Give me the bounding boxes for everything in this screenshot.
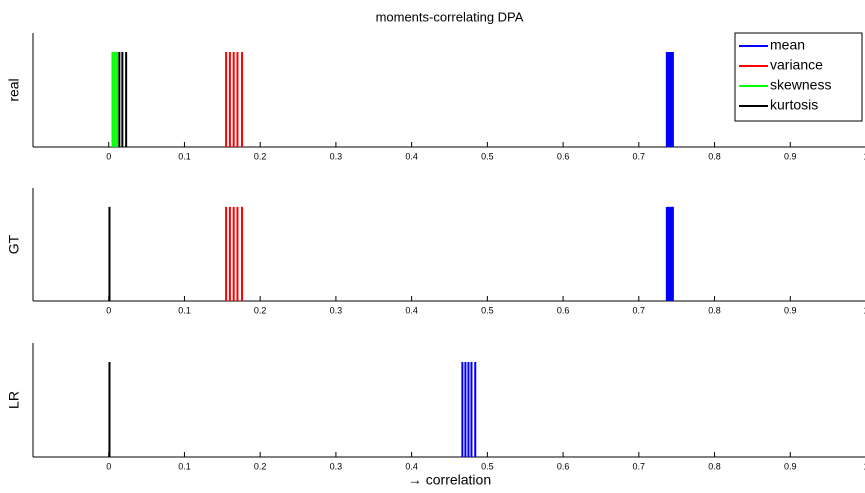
x-tick-label: 0 [106,151,111,161]
x-tick-label: 1 [863,151,865,161]
x-tick-label: 0.4 [405,151,418,161]
axes-frame [33,188,865,301]
axes-frame [33,343,865,457]
x-tick-label: 0.3 [330,305,343,315]
x-tick-label: 0.9 [784,461,797,471]
x-tick-label: 0.2 [254,305,267,315]
x-tick-label: 1 [863,461,865,471]
y-axis-label: GT [6,234,22,254]
y-axis-label: real [6,78,22,101]
x-tick-label: 0.8 [708,305,721,315]
x-tick-label: 0.9 [784,305,797,315]
legend-label: kurtosis [770,97,818,113]
x-tick-label: 0.7 [633,151,646,161]
x-tick-label: 0.2 [254,151,267,161]
x-tick-label: 0.7 [633,461,646,471]
legend-label: variance [770,57,823,73]
x-tick-label: 0.6 [557,461,570,471]
x-tick-label: 0.6 [557,305,570,315]
x-tick-label: 0 [106,305,111,315]
x-tick-label: 0.1 [178,461,191,471]
x-tick-label: 0.7 [633,305,646,315]
x-tick-label: 0.4 [405,461,418,471]
y-axis-label: LR [6,391,22,409]
x-tick-label: 0.8 [708,151,721,161]
x-tick-label: 0.5 [481,151,494,161]
x-tick-label: 0.1 [178,151,191,161]
x-tick-label: 0.6 [557,151,570,161]
x-tick-label: 0.5 [481,305,494,315]
x-tick-label: 0.3 [330,151,343,161]
x-tick-label: 0.5 [481,461,494,471]
x-tick-label: 1 [863,305,865,315]
x-tick-label: 0.9 [784,151,797,161]
x-axis-label: → correlation [408,472,491,488]
chart-title: moments-correlating DPA [376,9,524,24]
x-tick-label: 0.2 [254,461,267,471]
x-tick-label: 0.8 [708,461,721,471]
legend-label: skewness [770,77,831,93]
x-tick-label: 0.1 [178,305,191,315]
x-tick-label: 0.3 [330,461,343,471]
x-tick-label: 0 [106,461,111,471]
legend-label: mean [770,37,805,53]
x-tick-label: 0.4 [405,305,418,315]
